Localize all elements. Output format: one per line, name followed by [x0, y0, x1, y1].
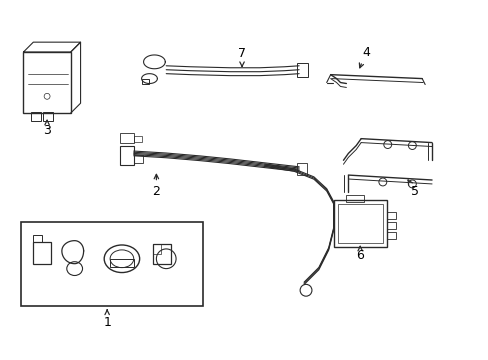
- Bar: [333, 200, 386, 247]
- Text: 4: 4: [359, 45, 369, 68]
- Text: 1: 1: [103, 310, 111, 329]
- Text: 7: 7: [238, 48, 245, 67]
- Text: 3: 3: [43, 120, 51, 137]
- Bar: [346, 195, 364, 202]
- Bar: [33, 235, 42, 242]
- Text: 5: 5: [407, 180, 419, 198]
- Bar: [337, 204, 382, 243]
- Bar: [386, 232, 395, 239]
- Bar: [153, 244, 161, 254]
- Bar: [43, 112, 53, 121]
- Bar: [133, 156, 142, 163]
- Bar: [142, 78, 149, 85]
- Bar: [386, 222, 395, 229]
- Bar: [153, 244, 171, 264]
- Bar: [297, 163, 306, 175]
- Bar: [133, 136, 142, 141]
- Bar: [297, 63, 307, 77]
- Bar: [120, 133, 133, 143]
- Bar: [20, 222, 202, 306]
- Bar: [33, 242, 51, 264]
- Bar: [120, 145, 133, 165]
- Bar: [110, 259, 133, 267]
- Text: 2: 2: [152, 174, 160, 198]
- Bar: [31, 112, 41, 121]
- Bar: [386, 212, 395, 219]
- Bar: [23, 52, 71, 113]
- Text: 6: 6: [356, 246, 364, 262]
